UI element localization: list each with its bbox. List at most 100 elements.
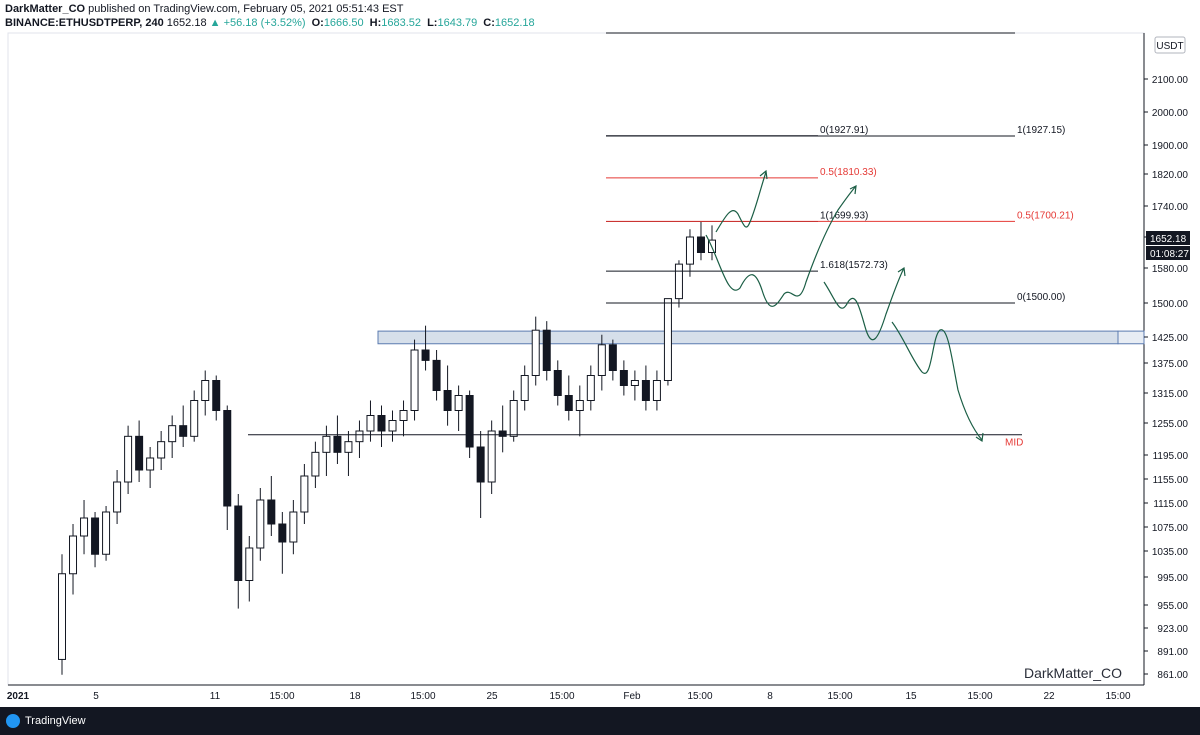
candle: [652, 370, 661, 411]
candle: [410, 339, 419, 421]
projection-path-1-arrow: [759, 169, 768, 180]
open-label: O:: [311, 17, 324, 29]
price-tick-label: 891.00: [1157, 647, 1188, 658]
projection-path-1[interactable]: [715, 171, 767, 233]
time-tick-label: 8: [767, 691, 773, 702]
fib-level-right-label: 1(1927.15): [1017, 125, 1065, 136]
candle: [256, 488, 265, 561]
chart-header: DarkMatter_CO published on TradingView.c…: [0, 0, 1200, 32]
candle: [135, 420, 144, 482]
candle: [542, 321, 551, 381]
price-tick-label: 1315.00: [1152, 389, 1189, 400]
candle: [223, 405, 232, 530]
price-tick-label: 1035.00: [1152, 547, 1189, 558]
candle: [498, 405, 507, 453]
projection-path-3[interactable]: [823, 267, 905, 341]
candle: [520, 365, 529, 411]
symbol-label: BINANCE:ETHUSDTPERP, 240: [5, 17, 164, 29]
price-tick-label: 1115.00: [1153, 499, 1188, 510]
price-tick-label: 995.00: [1157, 573, 1188, 584]
candle: [685, 229, 694, 277]
last-price: 1652.18: [166, 17, 207, 29]
candle: [267, 476, 276, 536]
projection-path-4[interactable]: [891, 321, 983, 441]
author-name[interactable]: DarkMatter_CO: [5, 3, 86, 15]
projection-paths[interactable]: [705, 169, 984, 443]
candle: [168, 415, 177, 458]
time-tick-label: 22: [1043, 691, 1055, 702]
open-value: 1666.50: [323, 17, 364, 29]
candle: [124, 425, 133, 494]
fib-level-right-label: 0.5(1700.21): [1017, 210, 1074, 221]
resistance-zone[interactable]: [377, 330, 1145, 345]
published-text: published on TradingView.com, February 0…: [88, 3, 404, 15]
mid-level-label: MID: [1005, 438, 1023, 449]
candle: [201, 370, 210, 416]
publish-info: DarkMatter_CO published on TradingView.c…: [5, 3, 404, 15]
fib-levels[interactable]: 0(1927.91) 0.5(1810.33) 1(1699.93) 1.618(15…: [606, 125, 1074, 304]
candle: [586, 365, 595, 411]
price-tick-label: 1500.00: [1152, 299, 1189, 310]
candle: [443, 365, 452, 426]
tradingview-brand[interactable]: TradingView: [25, 715, 86, 727]
candle: [597, 334, 606, 391]
price-axis[interactable]: 2100.002000.001900.001820.001740.001660.…: [1144, 75, 1188, 681]
candle: [476, 431, 485, 518]
candle: [91, 512, 100, 568]
candle: [278, 512, 287, 574]
price-tick-label: 1075.00: [1152, 523, 1189, 534]
currency-label: USDT: [1156, 41, 1183, 52]
time-tick-label: 25: [486, 691, 498, 702]
fib-level-left-label: 1(1699.93): [820, 211, 868, 222]
candle: [377, 405, 386, 447]
price-change: ▲ +56.18 (+3.52%): [209, 17, 306, 29]
time-tick-label: 15: [905, 691, 917, 702]
price-chart[interactable]: 0(1927.91) 0.5(1810.33) 1(1699.93) 1.618(15…: [0, 0, 1200, 707]
fib-level-left-label: 0(1927.91): [820, 125, 868, 136]
candles: [58, 221, 716, 675]
price-tick-label: 1195.00: [1153, 451, 1189, 462]
candle: [69, 524, 78, 595]
price-tick-label: 1740.00: [1152, 202, 1189, 213]
candle: [575, 385, 584, 437]
candle: [399, 400, 408, 437]
time-axis[interactable]: 2021 5 11 15:00 18 15:00 25 15:00 Feb 15:00 8 15:00…: [7, 691, 1131, 702]
time-tick-label: 15:00: [967, 691, 992, 702]
mid-line[interactable]: MID: [248, 434, 1023, 449]
price-tick-label: 955.00: [1157, 601, 1188, 612]
candle: [663, 298, 672, 386]
candle: [190, 390, 199, 442]
candle: [355, 420, 364, 458]
candle: [322, 425, 331, 476]
candle: [388, 410, 397, 442]
candle: [531, 316, 540, 386]
tradingview-logo-icon[interactable]: [6, 714, 20, 728]
price-tick-label: 2000.00: [1152, 108, 1189, 119]
low-value: 1643.79: [437, 17, 478, 29]
price-tick-label: 1255.00: [1152, 419, 1189, 430]
projection-path-2[interactable]: [705, 185, 857, 307]
high-value: 1683.52: [381, 17, 422, 29]
zone-rect[interactable]: [377, 330, 1119, 345]
candle: [289, 500, 298, 555]
projection-path-3-arrow: [897, 266, 906, 277]
time-tick-label: 11: [210, 691, 221, 702]
time-tick-label: 15:00: [410, 691, 435, 702]
candle: [553, 360, 562, 406]
fib-level-left-label: 1.618(1572.73): [820, 260, 888, 271]
candle: [432, 350, 441, 401]
fib-level-right-label: 0(1500.00): [1017, 292, 1065, 303]
projection-path-4-arrow: [975, 432, 984, 443]
candle: [102, 506, 111, 561]
price-tick-label: 1155.00: [1153, 475, 1189, 486]
chart-pane[interactable]: [7, 32, 1145, 686]
price-tick-label: 1820.00: [1152, 170, 1189, 181]
currency-badge[interactable]: USDT: [1154, 36, 1186, 54]
candle: [465, 390, 474, 458]
candle: [333, 415, 342, 464]
candle: [146, 447, 155, 488]
zone-extension: [1117, 330, 1145, 345]
candle: [630, 370, 639, 401]
fib-level-left-label: 0.5(1810.33): [820, 167, 877, 178]
candle: [212, 375, 221, 421]
